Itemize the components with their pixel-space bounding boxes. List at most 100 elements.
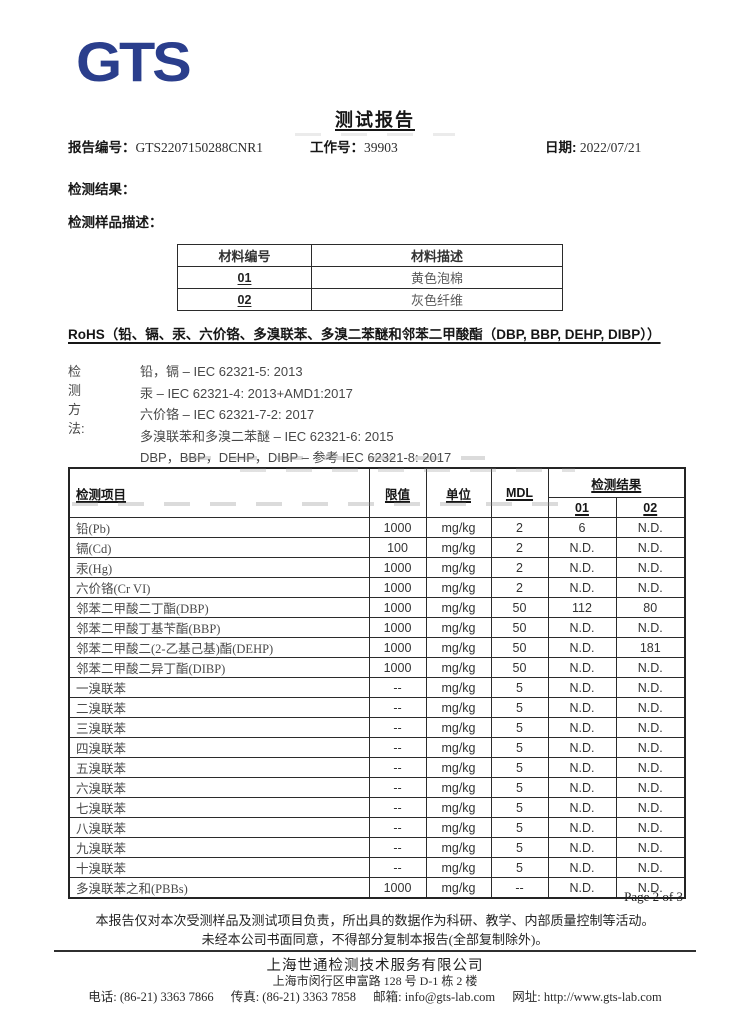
cell-unit: mg/kg [425, 717, 492, 738]
cell-unit: mg/kg [425, 837, 492, 858]
result-row: 三溴联苯 -- mg/kg 5 N.D. N.D. [68, 717, 686, 738]
cell-result-02: N.D. [615, 717, 686, 738]
cell-result-01: N.D. [547, 617, 617, 638]
cell-item: 四溴联苯 [68, 737, 370, 758]
cell-limit: -- [368, 717, 427, 738]
cell-limit: -- [368, 777, 427, 798]
cell-limit: 1000 [368, 597, 427, 618]
method-line: DBP，BBP，DEHP，DIBP – 参考 IEC 62321-8: 2017 [140, 450, 452, 465]
material-desc: 黄色泡棉 [311, 266, 563, 289]
col-header-result: 检测结果 [547, 467, 686, 498]
cell-mdl: 5 [490, 717, 549, 738]
cell-result-01: N.D. [547, 737, 617, 758]
result-row: 六价铬(Cr VI) 1000 mg/kg 2 N.D. N.D. [68, 577, 686, 598]
cell-item: 多溴联苯之和(PBBs) [68, 877, 370, 899]
cell-mdl: 5 [490, 697, 549, 718]
email: 邮箱: info@gts-lab.com [373, 990, 496, 1004]
cell-mdl: 50 [490, 617, 549, 638]
page-number: Page 2 of 3 [624, 889, 683, 904]
fax: 传真: (86-21) 3363 7858 [230, 990, 357, 1004]
job-number-label: 工作号： [310, 140, 364, 155]
cell-unit: mg/kg [425, 857, 492, 878]
sample-description-section-label: 检测样品描述： [68, 215, 163, 230]
cell-result-01: N.D. [547, 857, 617, 878]
cell-limit: 1000 [368, 657, 427, 678]
cell-result-02: N.D. [615, 737, 686, 758]
cell-limit: -- [368, 857, 427, 878]
result-row: 八溴联苯 -- mg/kg 5 N.D. N.D. [68, 817, 686, 838]
cell-mdl: 50 [490, 637, 549, 658]
cell-item: 三溴联苯 [68, 717, 370, 738]
result-row: 六溴联苯 -- mg/kg 5 N.D. N.D. [68, 777, 686, 798]
result-row: 邻苯二甲酸丁基苄酯(BBP) 1000 mg/kg 50 N.D. N.D. [68, 617, 686, 638]
cell-result-02: 181 [615, 637, 686, 658]
report-number-value: GTS2207150288CNR1 [135, 140, 264, 155]
cell-mdl: 2 [490, 577, 549, 598]
result-row: 汞(Hg) 1000 mg/kg 2 N.D. N.D. [68, 557, 686, 578]
material-row: 01 黄色泡棉 [177, 266, 563, 289]
job-number-value: 39903 [364, 140, 398, 155]
cell-mdl: 5 [490, 837, 549, 858]
result-row: 九溴联苯 -- mg/kg 5 N.D. N.D. [68, 837, 686, 858]
result-row: 七溴联苯 -- mg/kg 5 N.D. N.D. [68, 797, 686, 818]
cell-result-02: N.D. [615, 697, 686, 718]
cell-unit: mg/kg [425, 597, 492, 618]
cell-result-01: N.D. [547, 797, 617, 818]
cell-limit: 1000 [368, 577, 427, 598]
method-line: 六价铬 – IEC 62321-7-2: 2017 [140, 407, 315, 422]
job-number-field: 工作号：39903 [310, 136, 398, 156]
result-row: 四溴联苯 -- mg/kg 5 N.D. N.D. [68, 737, 686, 758]
material-desc-header: 材料描述 [311, 244, 563, 267]
company-name: 上海世通检测技术服务有限公司 [266, 958, 484, 974]
cell-mdl: 5 [490, 777, 549, 798]
cell-mdl: 5 [490, 797, 549, 818]
result-row: 邻苯二甲酸二丁酯(DBP) 1000 mg/kg 50 112 80 [68, 597, 686, 618]
cell-result-02: N.D. [615, 657, 686, 678]
results-table: 检测项目 限值 单位 MDL 检测结果 01 02 铅(Pb) 1000 mg/kg… [68, 467, 687, 899]
result-row: 五溴联苯 -- mg/kg 5 N.D. N.D. [68, 757, 686, 778]
result-row: 邻苯二甲酸二(2-乙基己基)酯(DEHP) 1000 mg/kg 50 N.D. 181 [68, 637, 686, 658]
cell-result-01: 112 [547, 597, 617, 618]
cell-result-01: N.D. [547, 557, 617, 578]
method-line: 多溴联苯和多溴二苯醚 – IEC 62321-6: 2015 [140, 428, 394, 444]
cell-result-01: N.D. [547, 677, 617, 698]
cell-result-02: N.D. [615, 817, 686, 838]
cell-result-02: N.D. [615, 617, 686, 638]
date-field: 日期: 2022/07/21 [545, 136, 641, 156]
cell-item: 铅(Pb) [68, 517, 370, 538]
cell-limit: -- [368, 797, 427, 818]
cell-result-02: N.D. [615, 837, 686, 858]
cell-mdl: 2 [490, 517, 549, 538]
result-row: 铅(Pb) 1000 mg/kg 2 6 N.D. [68, 517, 686, 538]
cell-result-02: N.D. [615, 557, 686, 578]
cell-mdl: 2 [490, 537, 549, 558]
cell-result-02: N.D. [615, 857, 686, 878]
website: 网址: http://www.gts-lab.com [512, 990, 662, 1004]
cell-unit: mg/kg [425, 817, 492, 838]
gts-logo: GTS [76, 30, 192, 93]
result-row: 邻苯二甲酸二异丁酯(DIBP) 1000 mg/kg 50 N.D. N.D. [68, 657, 686, 678]
cell-item: 九溴联苯 [68, 837, 370, 858]
disclaimer-line-2: 未经本公司书面同意，不得部分复制本报告(全部复制除外)。 [201, 932, 549, 947]
cell-mdl: 5 [490, 857, 549, 878]
cell-unit: mg/kg [425, 537, 492, 558]
cell-limit: -- [368, 837, 427, 858]
disclaimer-line-1: 本报告仅对本次受测样品及测试项目负责，所出具的数据作为科研、教学、内部质量控制等… [95, 913, 655, 928]
cell-limit: -- [368, 737, 427, 758]
cell-item: 邻苯二甲酸二(2-乙基己基)酯(DEHP) [68, 637, 370, 658]
cell-limit: -- [368, 677, 427, 698]
cell-result-02: N.D. [615, 777, 686, 798]
cell-mdl: 50 [490, 597, 549, 618]
cell-item: 六溴联苯 [68, 777, 370, 798]
cell-limit: 1000 [368, 557, 427, 578]
cell-item: 八溴联苯 [68, 817, 370, 838]
cell-item: 邻苯二甲酸二异丁酯(DIBP) [68, 657, 370, 678]
result-row: 一溴联苯 -- mg/kg 5 N.D. N.D. [68, 677, 686, 698]
col-header-item: 检测项目 [68, 467, 370, 518]
cell-item: 汞(Hg) [68, 557, 370, 578]
cell-result-02: N.D. [615, 537, 686, 558]
cell-unit: mg/kg [425, 737, 492, 758]
cell-result-02: N.D. [615, 677, 686, 698]
cell-unit: mg/kg [425, 797, 492, 818]
